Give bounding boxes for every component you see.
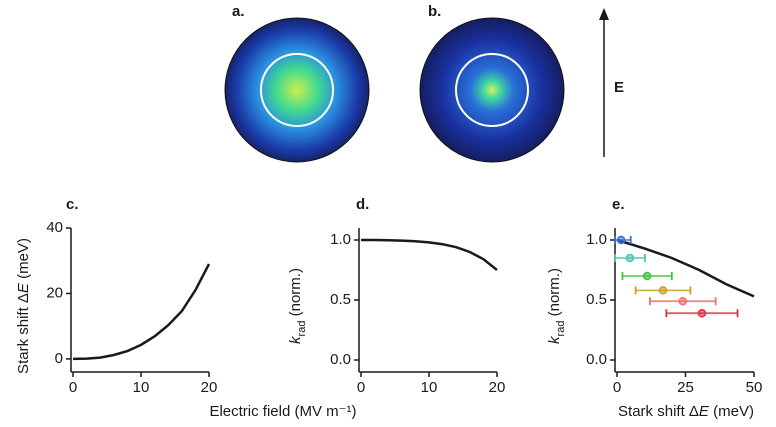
panel-label: b.	[428, 3, 441, 20]
curve	[616, 238, 755, 298]
y-tick-label: 0.5	[330, 291, 351, 308]
x-tick-label: 25	[677, 379, 694, 396]
x-axis-label: Electric field (MV m⁻¹)	[209, 403, 356, 420]
data-point	[642, 271, 652, 281]
label-part: (meV)	[709, 403, 754, 420]
y-tick-label: 1.0	[330, 231, 351, 248]
label-part: Stark shift Δ	[618, 403, 699, 420]
dot-illustration	[224, 17, 370, 163]
panel-label: d.	[356, 196, 369, 213]
x-tick-label: 20	[489, 379, 506, 396]
panel-label: c.	[66, 196, 79, 213]
x-tick-label: 50	[746, 379, 763, 396]
y-axis-label: krad (norm.)	[287, 268, 308, 344]
y-tick-label: 20	[46, 284, 63, 301]
y-tick-label: 0.0	[330, 351, 351, 368]
panel-label: e.	[612, 196, 625, 213]
curve	[361, 238, 498, 271]
dot-illustration	[419, 17, 565, 163]
x-tick-label: 0	[69, 379, 77, 396]
label-part: rad	[296, 321, 308, 337]
data-point	[697, 308, 707, 318]
y-tick-label: 0	[55, 350, 63, 367]
label-part: (meV)	[15, 238, 32, 283]
data-point	[625, 253, 635, 263]
ring	[455, 53, 529, 127]
x-tick-label: 10	[133, 379, 150, 396]
x-tick-label: 10	[421, 379, 438, 396]
x-tick-label: 0	[357, 379, 365, 396]
y-tick-label: 0.5	[586, 291, 607, 308]
label-part: k	[287, 335, 304, 344]
curve	[72, 263, 211, 361]
y-tick-label: 1.0	[586, 231, 607, 248]
field-label: E	[614, 79, 624, 96]
ring	[260, 53, 334, 127]
x-axis-label: Stark shift ΔE (meV)	[618, 403, 754, 420]
x-tick-label: 0	[613, 379, 621, 396]
data-point	[616, 235, 626, 245]
arrow-head	[599, 8, 609, 20]
y-tick-label: 40	[46, 219, 63, 236]
x-tick-label: 20	[201, 379, 218, 396]
label-part: k	[546, 335, 563, 344]
y-axis-label: krad (norm.)	[546, 268, 567, 344]
label-part: (norm.)	[546, 268, 563, 321]
y-tick-label: 0.0	[586, 351, 607, 368]
label-part: rad	[555, 321, 567, 337]
label-part: E	[15, 282, 32, 293]
data-point	[678, 296, 688, 306]
data-point	[658, 286, 668, 295]
label-part: Stark shift Δ	[15, 293, 32, 374]
panel-label: a.	[232, 3, 245, 20]
y-axis-label: Stark shift ΔE (meV)	[15, 238, 32, 374]
label-part: E	[699, 403, 710, 420]
label-part: (norm.)	[287, 268, 304, 321]
